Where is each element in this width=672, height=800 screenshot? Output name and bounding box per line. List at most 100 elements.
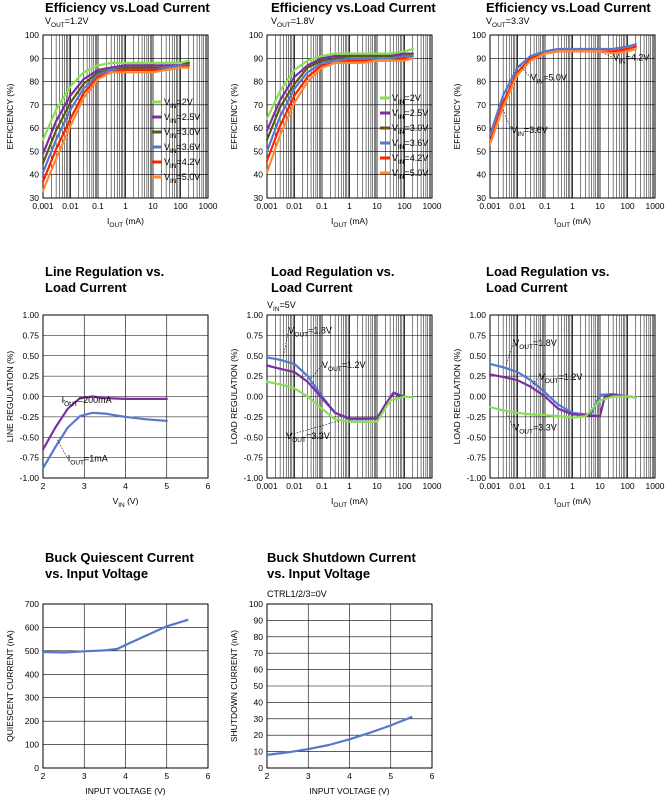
callout-leader (602, 52, 614, 58)
callout-label: VOUT=1.2V (322, 360, 366, 373)
series-line-6 (265, 57, 414, 174)
x-tick-label: 3 (306, 771, 311, 781)
x-tick-label: 0.01 (62, 201, 79, 211)
x-tick-label: 100 (397, 481, 411, 491)
legend-entry: VIN=2V (164, 97, 193, 110)
x-axis-label: VIN (V) (113, 496, 139, 509)
plot-frame (266, 603, 433, 769)
series-line-1 (41, 618, 189, 654)
y-tick-label: 100 (472, 30, 486, 40)
legend-entry: VIN=2.5V (164, 112, 200, 125)
chart-title: Line Regulation vs. (45, 264, 164, 279)
callout-leader (283, 330, 289, 356)
y-axis-label: EFFICIENCY (%) (452, 83, 462, 149)
legend-entry: VIN=2V (392, 93, 421, 106)
series-line-4 (41, 64, 190, 174)
y-tick-label: 70 (477, 100, 487, 110)
callout-label: IOUT=200mA (62, 395, 112, 408)
x-axis-label: IOUT (mA) (331, 496, 368, 509)
callout-label: VOUT=3.3V (286, 431, 330, 444)
x-axis-label: IOUT (mA) (554, 496, 591, 509)
series-line-3 (265, 52, 414, 141)
x-tick-label: 1000 (199, 201, 218, 211)
plot-frame (266, 314, 433, 479)
x-tick-label: 0.1 (539, 201, 551, 211)
chart-title: Efficiency vs.Load Current (271, 0, 436, 15)
y-tick-label: 100 (249, 599, 263, 609)
y-tick-label: 50 (477, 146, 487, 156)
series-line-2 (265, 364, 406, 420)
grid (42, 34, 208, 199)
y-tick-label: -0.75 (244, 453, 264, 463)
x-tick-label: 5 (388, 771, 393, 781)
y-tick-label: 0.00 (469, 392, 486, 402)
chart-note: CTRL1/2/3=0V (267, 589, 327, 599)
y-tick-label: 30 (254, 714, 264, 724)
y-tick-label: 90 (477, 53, 487, 63)
y-tick-label: 80 (254, 77, 264, 87)
y-tick-label: 0.50 (469, 351, 486, 361)
y-tick-label: 700 (25, 599, 39, 609)
y-tick-label: 1.00 (469, 310, 486, 320)
x-tick-label: 0.01 (509, 201, 526, 211)
legend-entry: VIN=4.2V (164, 157, 200, 170)
callout-label: VIN=4.2V (613, 53, 649, 66)
y-tick-label: -0.75 (467, 453, 487, 463)
y-tick-label: -0.25 (20, 412, 40, 422)
callout-label: VOUT=1.8V (513, 338, 557, 351)
y-tick-label: 40 (477, 170, 487, 180)
plot-frame (489, 34, 656, 199)
y-tick-label: 0.25 (22, 371, 39, 381)
y-tick-label: 40 (254, 697, 264, 707)
callout-label: VOUT=3.3V (513, 423, 557, 436)
y-tick-label: 0.75 (469, 330, 486, 340)
callout-leader (57, 439, 69, 459)
chart-title-line2: vs. Input Voltage (267, 566, 370, 581)
series-line-1 (41, 395, 168, 451)
y-axis-label: EFFICIENCY (%) (229, 83, 239, 149)
series-line-5 (265, 57, 414, 162)
callout-leader (286, 420, 339, 437)
y-tick-label: 30 (30, 193, 40, 203)
plot-frame (42, 34, 209, 199)
y-tick-label: 70 (254, 100, 264, 110)
y-tick-label: -0.50 (20, 432, 40, 442)
chart-title: Efficiency vs.Load Current (486, 0, 651, 15)
callout-leader (310, 364, 323, 379)
chart-title-line2: Load Current (45, 280, 127, 295)
y-tick-label: 60 (477, 123, 487, 133)
x-axis-label: IOUT (mA) (107, 216, 144, 229)
series-line-4 (265, 54, 414, 153)
x-tick-label: 6 (206, 771, 211, 781)
chart-title: Load Regulation vs. (271, 264, 395, 279)
y-tick-label: 60 (30, 123, 40, 133)
callout-leader (506, 412, 514, 428)
legend-entry: VIN=2.5V (392, 108, 428, 121)
plot-frame (42, 314, 209, 479)
y-axis-label: QUIESCENT CURRENT (nA) (5, 630, 15, 742)
x-tick-label: 0.1 (539, 481, 551, 491)
chart-title: Load Regulation vs. (486, 264, 610, 279)
y-tick-label: 50 (254, 146, 264, 156)
x-tick-label: 10 (148, 201, 158, 211)
y-tick-label: -0.25 (244, 412, 264, 422)
callout-label: VOUT=1.2V (539, 372, 583, 385)
x-tick-label: 0.001 (479, 201, 501, 211)
y-tick-label: 0.50 (246, 351, 263, 361)
x-tick-label: 0.1 (316, 481, 328, 491)
y-tick-label: 20 (254, 730, 264, 740)
y-tick-label: -0.50 (467, 432, 487, 442)
callout-label: VIN=3.6V (511, 125, 547, 138)
x-tick-label: 0.01 (286, 201, 303, 211)
y-tick-label: 90 (254, 53, 264, 63)
x-tick-label: 10 (595, 201, 605, 211)
x-tick-label: 4 (123, 481, 128, 491)
x-tick-label: 10 (372, 481, 382, 491)
y-tick-label: 500 (25, 646, 39, 656)
legend-entry: VIN=3.6V (392, 138, 428, 151)
y-tick-label: 1.00 (22, 310, 39, 320)
chart-title: Buck Quiescent Current (45, 550, 194, 565)
